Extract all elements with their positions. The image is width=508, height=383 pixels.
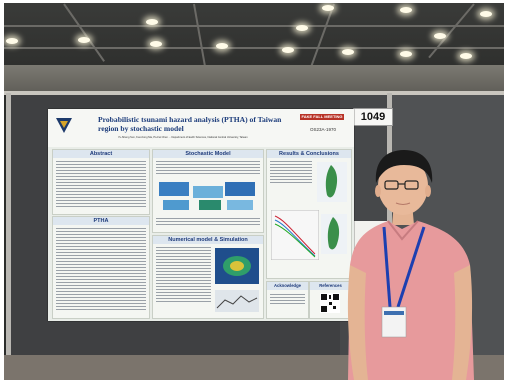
poster-column-left-lower: PTHA [52,216,150,319]
booth-post [6,93,11,363]
results-text [270,161,312,185]
back-wall [4,65,504,95]
ceiling-light [216,43,228,49]
slip-distribution-figures [159,182,255,210]
stochastic-text [156,161,260,176]
numerical-text [156,247,211,304]
ceiling-light [78,37,90,43]
poster-column-middle: Stochastic Model [152,149,264,233]
taiwan-hazard-map [317,162,347,202]
ceiling-light [342,49,354,55]
ceiling-light [296,25,308,31]
ceiling-light [460,53,472,59]
research-poster: Probabilistic tsunami hazard analysis (P… [48,109,354,321]
ceiling-light [150,41,162,47]
section-heading-references: References [310,282,351,290]
poster-code: OS23A-1970 [310,127,337,132]
poster-column-references: References [309,281,352,319]
ceiling-light [400,51,412,57]
poster-authors: Yu-Sheng Sun, Kuo-Fong Ma, Po-Fei Chen .… [118,136,248,139]
ceiling-light [480,11,492,17]
taiwan-hazard-map-2 [321,214,347,254]
section-heading-acknowledge: Acknowledge [267,282,308,290]
ceiling-light [146,19,158,25]
acknowledge-text [270,294,305,306]
simulation-plot [215,290,259,312]
qr-code [320,293,340,313]
ceiling-truss [4,25,504,27]
abstract-text [56,161,146,209]
ptha-text [56,228,146,312]
ceiling-light [282,47,294,53]
poster-header: Probabilistic tsunami hazard analysis (P… [48,109,354,147]
ceiling-light [434,33,446,39]
stochastic-text-lower [156,218,260,227]
university-logo [56,118,72,133]
section-heading-numerical: Numerical model & Simulation [153,236,263,244]
poster-column-left: Abstract [52,149,150,215]
ceiling [4,3,504,74]
meeting-badge: FAKE FALL MEETING [300,114,344,120]
poster-column-right-lower: Acknowledge [266,281,309,319]
ceiling-light [6,38,18,44]
section-heading-results: Results & Conclusions [267,150,351,158]
section-heading-stochastic: Stochastic Model [153,150,263,158]
ceiling-light [400,7,412,13]
booth-rail [4,91,504,95]
ceiling-truss [4,47,504,49]
section-heading-abstract: Abstract [53,150,149,158]
poster-column-right: Results & Conclusions [266,149,352,279]
hazard-curves-plot [271,210,319,260]
section-heading-ptha: PTHA [53,217,149,225]
poster-title: Probabilistic tsunami hazard analysis (P… [98,115,282,133]
ceiling-light [322,5,334,11]
poster-column-middle-lower: Numerical model & Simulation [152,235,264,319]
simulation-map [215,248,259,284]
conference-photo: 1049 Probabilistic tsunami hazard analys… [4,3,504,380]
presenter-person [347,150,474,380]
